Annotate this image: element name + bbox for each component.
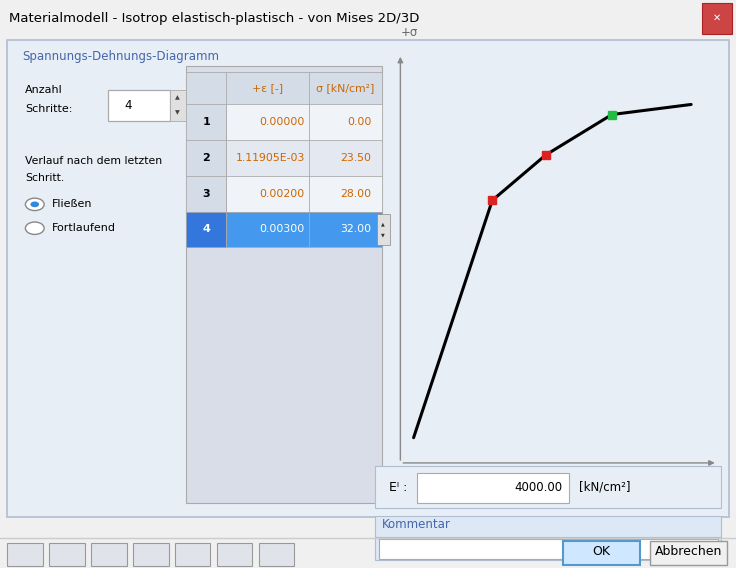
Text: ▼: ▼ [175, 110, 180, 115]
Text: ▼: ▼ [381, 233, 385, 237]
Bar [186, 211, 226, 247]
Text: 23.50: 23.50 [340, 153, 372, 163]
Text: 0.00300: 0.00300 [260, 224, 305, 235]
Bar [186, 176, 226, 211]
Text: 4000.00: 4000.00 [514, 481, 562, 494]
Bar [186, 140, 383, 176]
Text: [kN/cm²]: [kN/cm²] [579, 481, 631, 494]
Bar [108, 90, 170, 121]
Text: ▲: ▲ [175, 95, 180, 101]
Text: σ [kN/cm²]: σ [kN/cm²] [316, 83, 375, 93]
Text: +σ: +σ [400, 26, 417, 39]
Circle shape [30, 202, 39, 207]
Text: 0.00200: 0.00200 [260, 189, 305, 199]
Text: Schritt.: Schritt. [25, 173, 65, 183]
Circle shape [25, 222, 44, 235]
Text: 3: 3 [202, 189, 210, 199]
Bar [7, 543, 43, 566]
Text: 1: 1 [202, 117, 210, 127]
Bar [379, 539, 718, 559]
Text: ▲: ▲ [381, 221, 385, 226]
Bar [186, 176, 383, 211]
Text: 4: 4 [125, 99, 132, 112]
Bar [186, 66, 383, 503]
Text: 0.00000: 0.00000 [259, 117, 305, 127]
Text: OK: OK [592, 545, 610, 558]
Bar [49, 543, 85, 566]
Text: +ε: +ε [696, 480, 712, 493]
Text: ✕: ✕ [712, 12, 721, 23]
Text: 28.00: 28.00 [340, 189, 372, 199]
Bar [650, 541, 727, 565]
Bar [186, 104, 383, 140]
Text: 4: 4 [202, 224, 210, 235]
Text: Eᴵ :: Eᴵ : [389, 481, 408, 494]
Text: 0.00: 0.00 [347, 117, 372, 127]
Bar [186, 140, 226, 176]
Text: 1.11905E-03: 1.11905E-03 [236, 153, 305, 163]
Circle shape [25, 198, 44, 211]
Text: Verlauf nach dem letzten: Verlauf nach dem letzten [25, 156, 163, 166]
Bar [175, 543, 210, 566]
Bar [170, 90, 185, 121]
Bar [133, 543, 169, 566]
Text: Schritte:: Schritte: [25, 104, 73, 114]
Text: 32.00: 32.00 [340, 224, 372, 235]
Text: Spannungs-Dehnungs-Diagramm: Spannungs-Dehnungs-Diagramm [22, 50, 219, 63]
Text: 2: 2 [202, 153, 210, 163]
Bar [186, 72, 383, 104]
Text: Abbrechen: Abbrechen [655, 545, 723, 558]
Bar [702, 3, 732, 34]
Bar [259, 543, 294, 566]
Bar [186, 104, 226, 140]
Text: Kommentar: Kommentar [382, 519, 451, 531]
Text: +ε [-]: +ε [-] [252, 83, 283, 93]
Bar [563, 541, 640, 565]
Bar [186, 211, 383, 247]
Text: Fließen: Fließen [52, 199, 93, 210]
Bar [91, 543, 127, 566]
Text: Materialmodell - Isotrop elastisch-plastisch - von Mises 2D/3D: Materialmodell - Isotrop elastisch-plast… [9, 12, 420, 25]
Text: Fortlaufend: Fortlaufend [52, 223, 116, 233]
Text: Anzahl: Anzahl [25, 85, 63, 95]
Bar [217, 543, 252, 566]
Bar [377, 214, 389, 245]
Bar [417, 473, 569, 503]
